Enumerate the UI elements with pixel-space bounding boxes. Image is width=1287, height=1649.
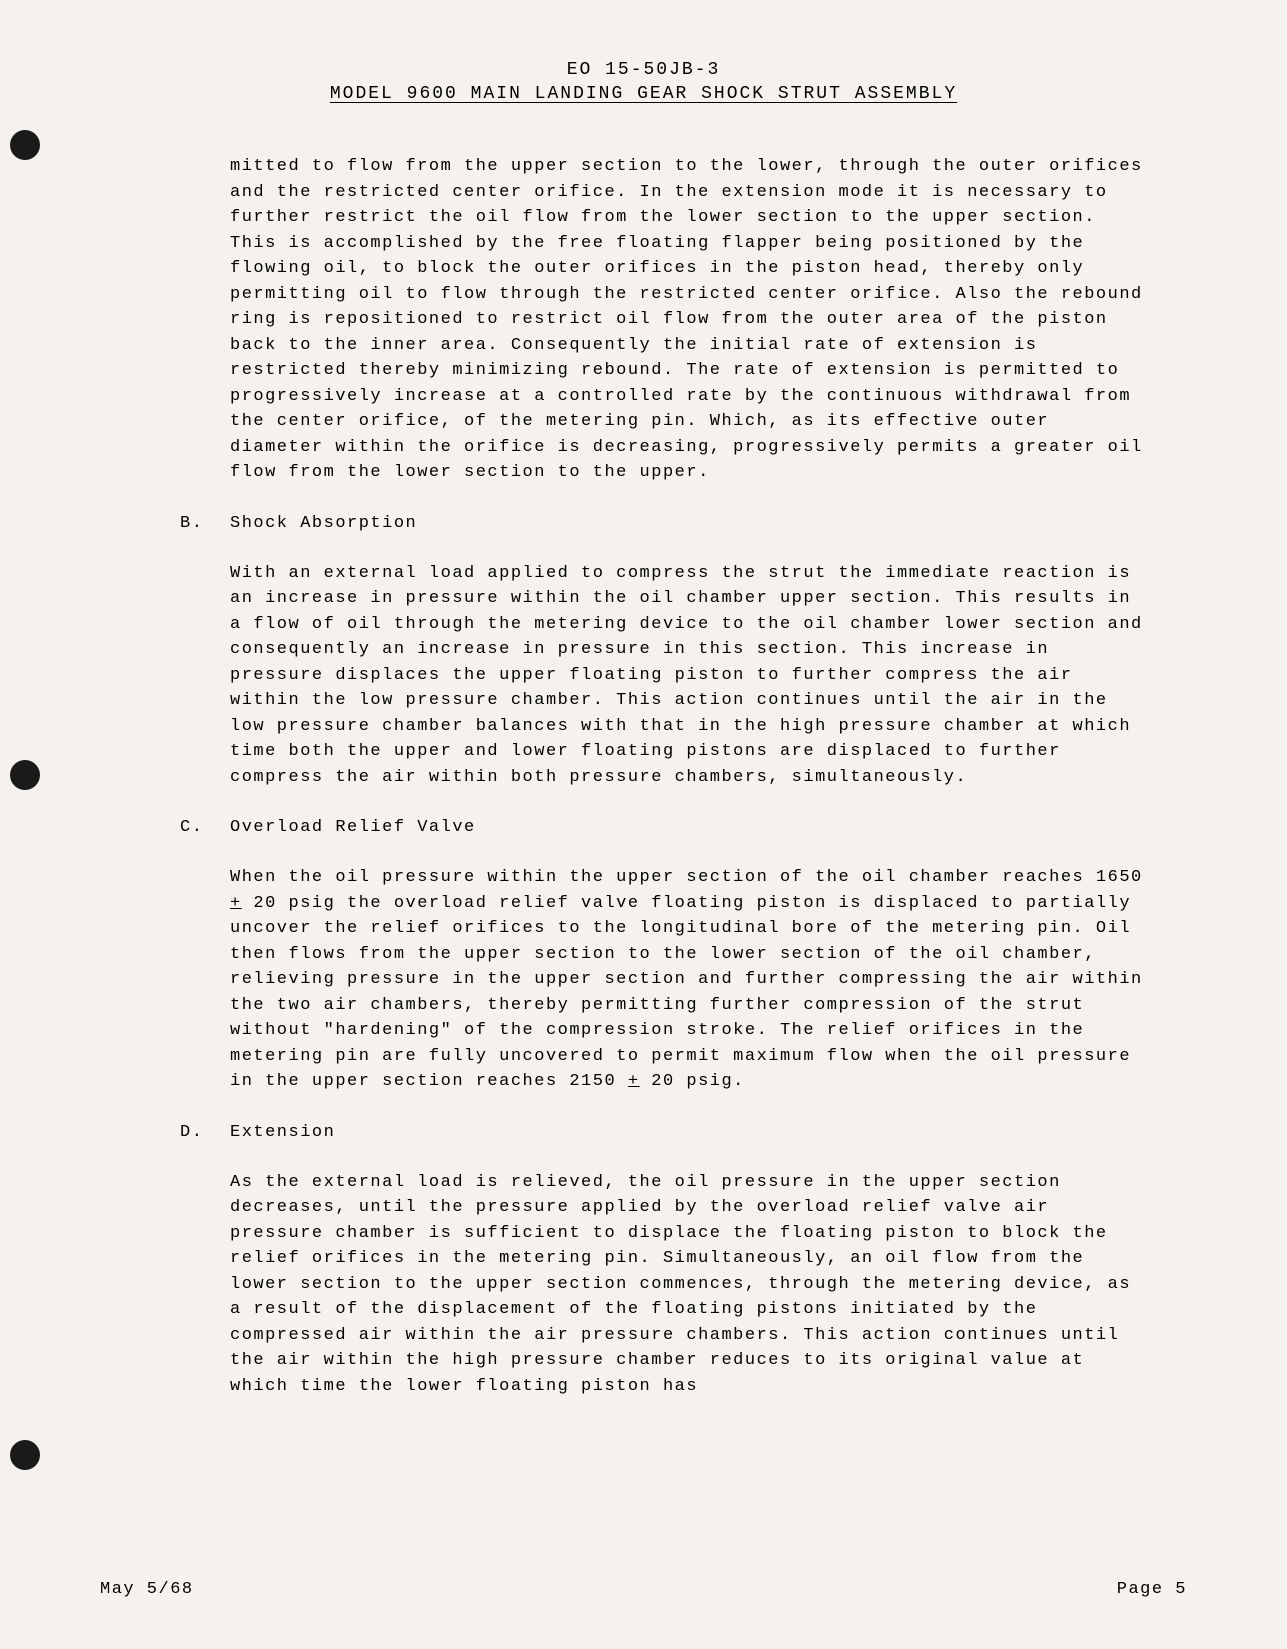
footer-page: Page 5 <box>1117 1580 1187 1599</box>
section-c: C. Overload Relief Valve When the oil pr… <box>230 818 1147 1095</box>
document-header: EO 15-50JB-3 MODEL 9600 MAIN LANDING GEA… <box>100 60 1187 104</box>
section-c-body: When the oil pressure within the upper s… <box>230 865 1147 1095</box>
section-b-letter: B. <box>180 514 203 533</box>
punch-hole-middle <box>10 760 40 790</box>
section-b-title: Shock Absorption <box>230 514 1147 533</box>
plus-minus-symbol-1: + <box>230 894 242 913</box>
section-c-title: Overload Relief Valve <box>230 818 1147 837</box>
section-c-letter: C. <box>180 818 203 837</box>
section-d-letter: D. <box>180 1123 203 1142</box>
section-d-body: As the external load is relieved, the oi… <box>230 1170 1147 1400</box>
document-title: MODEL 9600 MAIN LANDING GEAR SHOCK STRUT… <box>100 84 1187 104</box>
section-d-title: Extension <box>230 1123 1147 1142</box>
section-c-body-pre: When the oil pressure within the upper s… <box>230 868 1143 887</box>
section-c-body-mid1: 20 psig the overload relief valve floati… <box>230 894 1143 1092</box>
plus-minus-symbol-2: + <box>628 1072 640 1091</box>
footer-date: May 5/68 <box>100 1580 194 1599</box>
section-b: B. Shock Absorption With an external loa… <box>230 514 1147 791</box>
punch-hole-top <box>10 130 40 160</box>
document-number: EO 15-50JB-3 <box>100 60 1187 80</box>
intro-paragraph: mitted to flow from the upper section to… <box>230 154 1147 486</box>
document-footer: May 5/68 Page 5 <box>100 1580 1187 1599</box>
section-c-body-post: 20 psig. <box>640 1072 745 1091</box>
document-content: mitted to flow from the upper section to… <box>100 154 1187 1399</box>
section-d: D. Extension As the external load is rel… <box>230 1123 1147 1400</box>
punch-hole-bottom <box>10 1440 40 1470</box>
section-b-body: With an external load applied to compres… <box>230 561 1147 791</box>
